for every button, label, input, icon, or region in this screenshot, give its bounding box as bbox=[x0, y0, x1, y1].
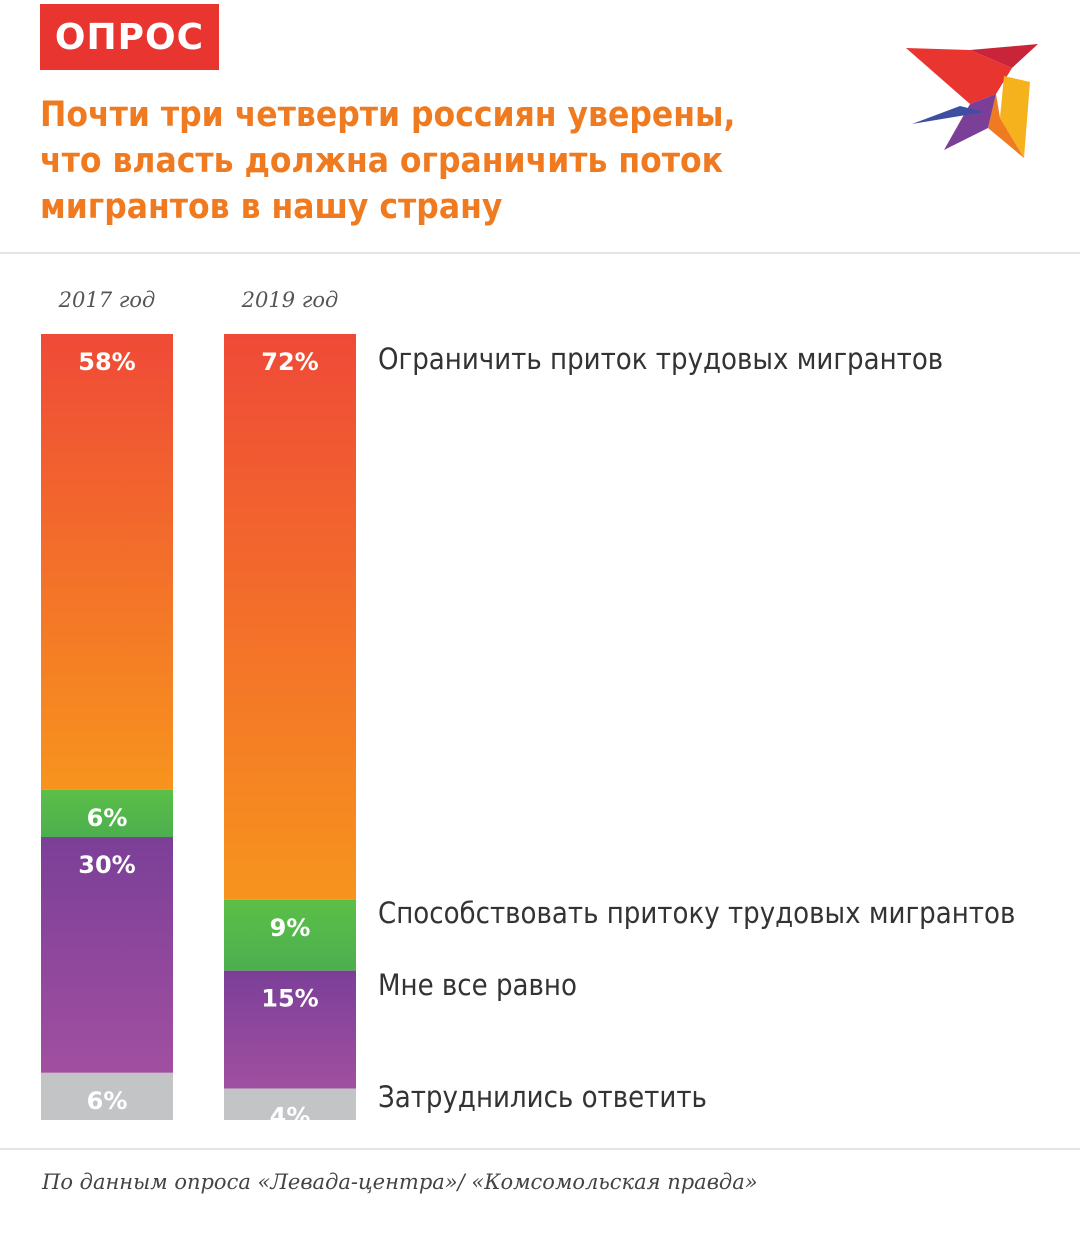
data-label-no-answer-2017: 6% bbox=[87, 1087, 128, 1115]
bar-segment-indifferent-2019 bbox=[224, 970, 356, 1089]
bar-segment-promote-2017 bbox=[41, 789, 173, 838]
bar-segment-restrict-2019 bbox=[224, 334, 356, 900]
data-label-promote-2019: 9% bbox=[270, 914, 311, 942]
bar-segment-no-answer-2017 bbox=[41, 1072, 173, 1120]
source-note: По данным опроса «Левада-центра»/ «Комсо… bbox=[42, 1170, 758, 1194]
data-label-restrict-2017: 58% bbox=[78, 348, 135, 376]
headline-line-2: что власть должна ограничить поток bbox=[40, 141, 724, 181]
bar-segment-indifferent-2017 bbox=[41, 837, 173, 1073]
legend-no-answer: Затруднились ответить bbox=[378, 1080, 707, 1114]
headline: Почти три четверти россиян уверены, что … bbox=[40, 92, 840, 230]
bar-segment-no-answer-2019 bbox=[224, 1088, 356, 1120]
headline-line-3: мигрантов в нашу страну bbox=[40, 187, 503, 227]
divider-bottom bbox=[0, 1148, 1080, 1150]
data-label-no-answer-2019: 4% bbox=[270, 1103, 311, 1131]
bar-segment-restrict-2017 bbox=[41, 334, 173, 790]
headline-line-1: Почти три четверти россиян уверены, bbox=[40, 95, 736, 135]
legend-restrict: Ограничить приток трудовых мигрантов bbox=[378, 342, 944, 376]
survey-badge: ОПРОС bbox=[40, 4, 219, 70]
data-label-indifferent-2019: 15% bbox=[261, 985, 318, 1013]
badge-text: ОПРОС bbox=[54, 16, 205, 58]
legend-promote: Способствовать притоку трудовых мигранто… bbox=[378, 896, 1016, 930]
data-label-indifferent-2017: 30% bbox=[78, 851, 135, 879]
bird-logo-icon bbox=[906, 44, 1038, 158]
year-label-2019: 2019 год bbox=[241, 288, 339, 312]
legend-indifferent: Мне все равно bbox=[378, 968, 577, 1002]
data-label-restrict-2019: 72% bbox=[261, 348, 318, 376]
bar-segment-promote-2019 bbox=[224, 899, 356, 971]
data-label-promote-2017: 6% bbox=[87, 804, 128, 832]
divider-top bbox=[0, 252, 1080, 254]
year-label-2017: 2017 год bbox=[58, 288, 156, 312]
